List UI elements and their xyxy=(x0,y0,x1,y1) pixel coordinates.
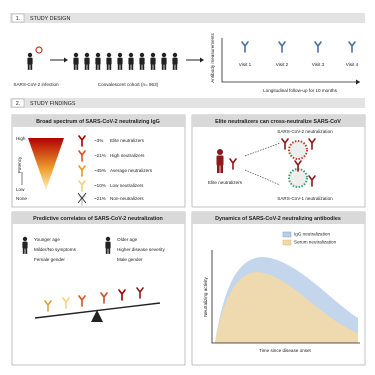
infection-label: SARS-CoV-2 infection xyxy=(13,82,59,87)
row-label: Average neutralizers xyxy=(110,168,153,173)
panel-title: Predictive correlates of SARS-CoV-2 neut… xyxy=(33,216,163,222)
percent: ~21% xyxy=(94,153,106,158)
legend-swatch xyxy=(282,231,292,238)
panel-band xyxy=(192,115,365,127)
panel-band xyxy=(192,212,365,224)
cohort-icons xyxy=(73,52,178,70)
list-item: Male gender xyxy=(117,257,143,262)
list-item: Younger age xyxy=(34,237,60,242)
percent: ~21% xyxy=(94,196,106,201)
balance xyxy=(34,287,161,322)
panel xyxy=(11,211,186,366)
followup-label: Longitudinal follow-up for 10 months xyxy=(263,88,338,93)
visit-label: Visit 1 xyxy=(239,62,252,67)
timeline-head xyxy=(356,79,360,85)
visit-label: Visit 4 xyxy=(346,62,359,67)
list-item: Milder/No symptoms xyxy=(34,247,77,252)
measurements-label: Antibody measurements xyxy=(210,33,215,83)
visit-antibodies xyxy=(241,41,356,53)
list-item: Female gender xyxy=(34,257,65,262)
section-title: STUDY DESIGN xyxy=(30,16,70,22)
panel-title: Broad spectrum of SARS-CoV-2 neutralizin… xyxy=(36,119,160,125)
axis-label: Low xyxy=(16,187,25,192)
section-band xyxy=(10,13,365,23)
section-title: STUDY FINDINGS xyxy=(30,101,76,107)
section-number-box xyxy=(11,98,25,108)
potency-antibodies xyxy=(77,135,87,206)
serum-area xyxy=(215,272,358,343)
cohort-label: Convalescent cohort (n= 963) xyxy=(98,82,159,87)
arrow-head xyxy=(64,57,68,63)
top-label: SARS-CoV-2 neutralization xyxy=(277,129,333,134)
section-number-box xyxy=(11,13,25,23)
row-label: Elite neutralizers xyxy=(110,138,145,143)
row-label: Non-neutralizers xyxy=(110,196,144,201)
legend-swatch xyxy=(282,239,292,246)
virus-icons xyxy=(281,138,316,188)
y-label: Neutralizing activity xyxy=(203,277,208,317)
potency-triangle xyxy=(28,138,64,190)
legend-label: Serum neutralization xyxy=(294,240,337,245)
elite-icon xyxy=(216,149,237,173)
legend-label: IgG neutralization xyxy=(294,232,330,237)
timeline xyxy=(221,38,360,83)
percent: ~3% xyxy=(94,138,103,143)
list-item: Older age xyxy=(117,237,138,242)
arrow-head xyxy=(200,57,204,63)
x-label: Time since disease onset xyxy=(259,348,311,353)
axis-label: High xyxy=(16,136,26,141)
percent: ~45% xyxy=(94,168,106,173)
panel-title: Elite neutralizers can cross-neutralize … xyxy=(215,119,341,125)
panel-band xyxy=(12,115,185,127)
section-number: 2. xyxy=(16,101,21,107)
list-item: Higher disease severity xyxy=(117,247,165,252)
axis-label: None xyxy=(16,196,27,201)
visit-label: Visit 3 xyxy=(312,62,325,67)
person-label: Elite neutralizers xyxy=(208,180,243,185)
row-label: High neutralizers xyxy=(110,153,145,158)
axes xyxy=(211,250,360,344)
section-band xyxy=(10,98,365,108)
axis-label: Potency xyxy=(17,156,22,173)
panel-band xyxy=(12,212,185,224)
row-label: Low neutralizers xyxy=(110,183,144,188)
panel-title: Dynamics of SARS-CoV-2 neutralizing anti… xyxy=(215,216,341,222)
bottom-label: SARS-CoV-1 neutralization xyxy=(277,196,333,201)
section-number: 1. xyxy=(16,16,21,22)
percent: ~10% xyxy=(94,183,106,188)
dashed-arrow xyxy=(244,142,281,186)
infection-icon xyxy=(27,46,43,70)
visit-label: Visit 2 xyxy=(276,62,289,67)
